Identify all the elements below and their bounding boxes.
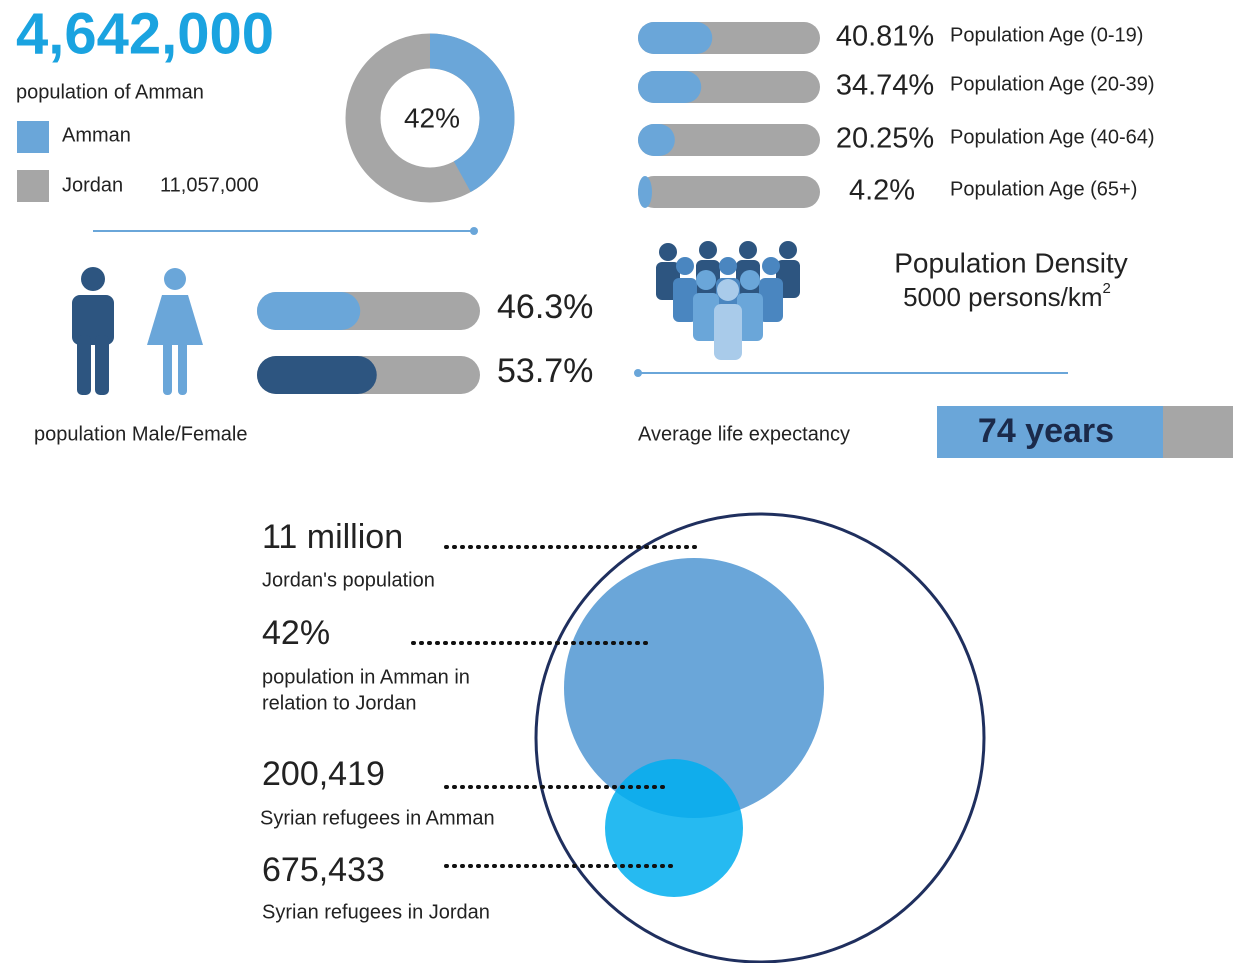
divider-dot (470, 227, 478, 235)
bar (257, 356, 377, 394)
bar (638, 22, 713, 54)
bar (638, 71, 702, 103)
male-icon (72, 267, 114, 395)
legend-extra: 11,057,000 (160, 174, 259, 196)
female-icon (147, 268, 203, 395)
bar-value: 46.3% (497, 288, 593, 326)
bar (257, 292, 361, 330)
gender-caption: population Male/Female (34, 423, 247, 445)
legend-label: Amman (62, 124, 131, 146)
bar-track (638, 176, 820, 208)
crowd-icon (656, 241, 800, 360)
bar-value: 34.74% (836, 70, 934, 102)
legend-swatch (17, 170, 49, 202)
fact-value: 42% (262, 614, 330, 652)
subtitle: population of Amman (16, 81, 204, 103)
bar-name: Population Age (65+) (950, 178, 1137, 200)
fact-caption: Syrian refugees in Amman (260, 807, 495, 829)
life-label: 74 years (978, 412, 1114, 450)
bar (638, 124, 675, 156)
bar-value: 4.2% (849, 175, 915, 207)
legend-swatch (17, 121, 49, 153)
amman-circle (564, 558, 824, 818)
divider-dot (634, 369, 642, 377)
bar-value: 40.81% (836, 21, 934, 53)
bar (638, 176, 652, 208)
jordan-circle (534, 512, 986, 963)
fact-caption: population in Amman in (262, 666, 470, 688)
fact-caption: Syrian refugees in Jordan (262, 901, 490, 923)
refugee-circle (605, 759, 743, 897)
bar-value: 20.25% (836, 123, 934, 155)
content: 40.81% Population Age (0-19) 34.74% Populat… (257, 21, 1155, 394)
fact-value: 200,419 (262, 755, 385, 793)
total: 4,642,000 (16, 1, 274, 66)
fact-value: 11 million (262, 518, 403, 556)
fact-caption: Jordan's population (262, 569, 435, 591)
leaders (411, 545, 700, 868)
life-caption: Average life expectancy (638, 423, 850, 445)
density-text: 5000 persons/km2 (903, 280, 1111, 312)
legend-label: Jordan (62, 174, 123, 196)
density-title: Population Density (894, 247, 1127, 278)
donut-segment (429, 33, 515, 193)
density-sup: 2 (1103, 280, 1111, 297)
donut-label: 42% (404, 102, 460, 133)
life-fill (937, 406, 1163, 458)
density-value: 5000 persons/km (903, 282, 1102, 312)
bar-name: Population Age (0-19) (950, 24, 1143, 46)
bar-name: Population Age (40-64) (950, 126, 1155, 148)
fact-value: 675,433 (262, 851, 385, 889)
fact-caption: relation to Jordan (262, 692, 417, 714)
bar-name: Population Age (20-39) (950, 73, 1155, 95)
bar-value: 53.7% (497, 352, 593, 390)
bar-track (638, 124, 820, 156)
